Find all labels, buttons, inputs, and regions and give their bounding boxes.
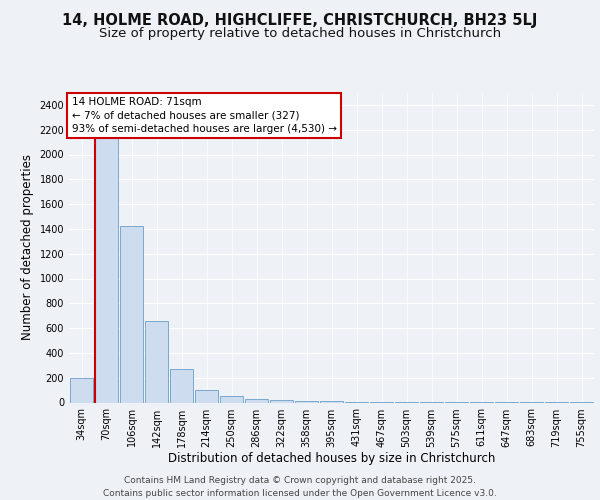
Bar	[220, 396, 243, 402]
Bar	[195, 390, 218, 402]
Bar	[95, 111, 118, 403]
Text: 14, HOLME ROAD, HIGHCLIFFE, CHRISTCHURCH, BH23 5LJ: 14, HOLME ROAD, HIGHCLIFFE, CHRISTCHURCH…	[62, 12, 538, 28]
Bar	[245, 399, 268, 402]
Bar	[120, 226, 143, 402]
Bar	[295, 400, 318, 402]
Text: 14 HOLME ROAD: 71sqm
← 7% of detached houses are smaller (327)
93% of semi-detac: 14 HOLME ROAD: 71sqm ← 7% of detached ho…	[71, 97, 337, 134]
Bar	[70, 378, 93, 402]
Text: Size of property relative to detached houses in Christchurch: Size of property relative to detached ho…	[99, 28, 501, 40]
Bar	[170, 369, 193, 402]
Text: Contains HM Land Registry data © Crown copyright and database right 2025.
Contai: Contains HM Land Registry data © Crown c…	[103, 476, 497, 498]
X-axis label: Distribution of detached houses by size in Christchurch: Distribution of detached houses by size …	[168, 452, 495, 466]
Y-axis label: Number of detached properties: Number of detached properties	[21, 154, 34, 340]
Bar	[270, 400, 293, 402]
Bar	[145, 320, 168, 402]
